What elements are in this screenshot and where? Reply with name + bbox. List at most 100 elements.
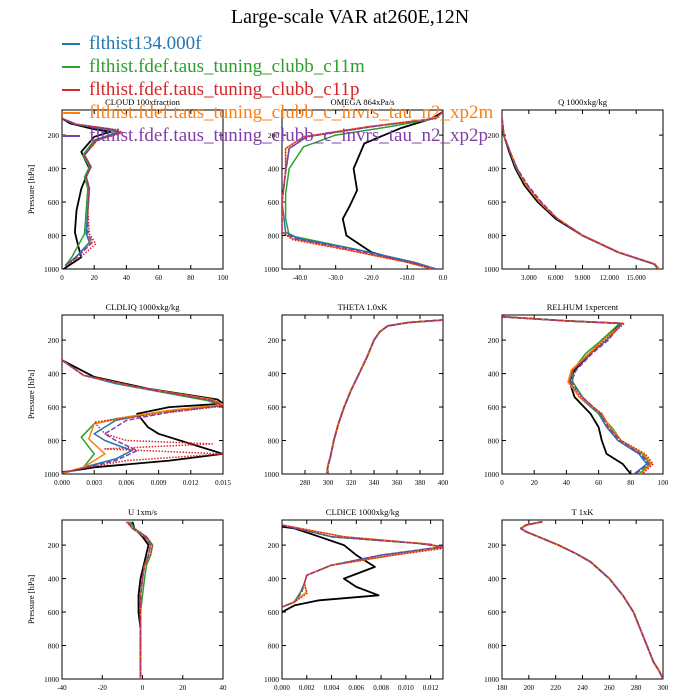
y-tick-label: 600: [48, 608, 60, 617]
x-tick-label: 12.000: [600, 274, 620, 282]
x-tick-label: 0.006: [119, 479, 135, 487]
panel-title: CLOUD 100xfraction: [105, 97, 181, 107]
y-tick-label: 200: [268, 336, 280, 345]
series-line-blue: [127, 521, 152, 679]
series-line-red: [62, 359, 223, 474]
series-line-orange: [282, 524, 443, 608]
x-tick-label: 0.002: [299, 684, 315, 692]
plot-frame: [61, 109, 224, 270]
y-tick-label: 1000: [264, 675, 279, 684]
x-tick-label: 0.006: [348, 684, 364, 692]
x-tick-label: 0.009: [151, 479, 167, 487]
figure-title: Large-scale VAR at260E,12N: [230, 6, 470, 28]
series-line-blue: [502, 118, 660, 269]
series-line-red: [282, 111, 443, 269]
series-line-black: [62, 359, 223, 474]
panel-title: U 1xm/s: [128, 507, 157, 517]
legend-label: flthist.fdef.taus_tuning_clubb_c11p: [89, 79, 360, 100]
panel-title: CLDICE 1000xkg/kg: [326, 507, 400, 517]
y-tick-label: 800: [268, 642, 280, 651]
x-tick-label: 240: [577, 684, 588, 692]
x-tick-label: 80: [187, 274, 195, 282]
series-line-red: [502, 315, 655, 474]
y-tick-label: 400: [48, 575, 60, 584]
y-tick-label: 600: [268, 403, 280, 412]
panel-title: OMEGA 864xPa/s: [331, 97, 395, 107]
x-tick-label: -30.0: [328, 274, 343, 282]
legend-swatch: [62, 43, 80, 45]
y-tick-label: 600: [48, 198, 60, 207]
x-tick-label: 0.010: [398, 684, 414, 692]
series-line-blue: [282, 524, 443, 608]
y-tick-label: 400: [488, 575, 500, 584]
legend-label: flthist134.000f: [89, 33, 202, 54]
series-line-purple: [62, 117, 121, 267]
series-line-red: [125, 521, 154, 679]
y-axis-label: Pressure [hPa]: [26, 165, 36, 215]
y-tick-label: 800: [268, 437, 280, 446]
y-tick-label: 200: [48, 541, 60, 550]
y-tick-label: 800: [48, 642, 60, 651]
x-tick-label: 0: [500, 479, 504, 487]
y-tick-label: 800: [268, 232, 280, 241]
series-line-green: [326, 319, 443, 474]
x-tick-label: 60: [595, 479, 603, 487]
y-tick-label: 400: [268, 370, 280, 379]
series-line-red: [502, 118, 660, 269]
x-tick-label: 380: [415, 479, 426, 487]
series-line-red: [62, 117, 124, 267]
x-tick-label: -20.0: [364, 274, 379, 282]
y-tick-label: 400: [488, 370, 500, 379]
x-tick-label: 15.000: [627, 274, 647, 282]
panel-4: CLDLIQ 1000xkg/kg Pressure [hPa] 200 400 600…: [26, 302, 231, 487]
legend-swatch: [62, 89, 80, 91]
panel-title: Q 1000xkg/kg: [558, 97, 608, 107]
y-tick-label: 200: [488, 336, 500, 345]
x-tick-label: 80: [627, 479, 635, 487]
legend-swatch: [62, 112, 80, 114]
x-tick-label: 0: [60, 274, 64, 282]
plot-frame: [501, 314, 664, 475]
x-tick-label: 0.004: [324, 684, 340, 692]
panel-3: Q 1000xkg/kg 200 400 600 800 1000 3.000 6.000 9.…: [484, 97, 664, 282]
x-tick-label: 40: [220, 684, 228, 692]
y-tick-label: 600: [488, 198, 500, 207]
plot-frame: [281, 109, 444, 270]
y-tick-label: 600: [268, 198, 280, 207]
legend-swatch: [62, 66, 80, 68]
y-tick-label: 400: [268, 165, 280, 174]
y-tick-label: 600: [488, 608, 500, 617]
y-tick-label: 1000: [484, 265, 499, 274]
y-tick-label: 600: [488, 403, 500, 412]
x-tick-label: 180: [497, 684, 508, 692]
y-tick-label: 200: [48, 131, 60, 140]
y-tick-label: 400: [488, 165, 500, 174]
x-tick-label: 0.000: [54, 479, 70, 487]
series-line-purple: [502, 118, 660, 269]
x-tick-label: 320: [346, 479, 357, 487]
series-line-green: [502, 315, 651, 474]
x-tick-label: 0.000: [274, 684, 290, 692]
x-tick-label: 340: [369, 479, 380, 487]
y-tick-label: 1000: [264, 470, 279, 479]
series-line-black: [502, 315, 632, 474]
x-tick-label: 0.008: [373, 684, 389, 692]
series-line-orange: [502, 315, 653, 474]
y-tick-label: 1000: [264, 265, 279, 274]
x-tick-label: 0.012: [423, 684, 439, 692]
y-tick-label: 1000: [484, 470, 499, 479]
x-tick-label: 300: [323, 479, 334, 487]
series-line-red: [282, 524, 443, 608]
legend-swatch: [62, 135, 80, 137]
y-tick-label: 200: [268, 541, 280, 550]
panel-title: RELHUM 1xpercent: [547, 302, 619, 312]
x-tick-label: 40: [123, 274, 131, 282]
series-line-orange: [502, 118, 660, 269]
legend-label: flthist.fdef.taus_tuning_clubb_c11m: [89, 56, 365, 77]
series-line-purple: [502, 315, 650, 474]
x-tick-label: 100: [658, 479, 669, 487]
series-line-red: [520, 520, 663, 679]
x-tick-label: 260: [604, 684, 615, 692]
series-line-purple: [127, 521, 152, 679]
